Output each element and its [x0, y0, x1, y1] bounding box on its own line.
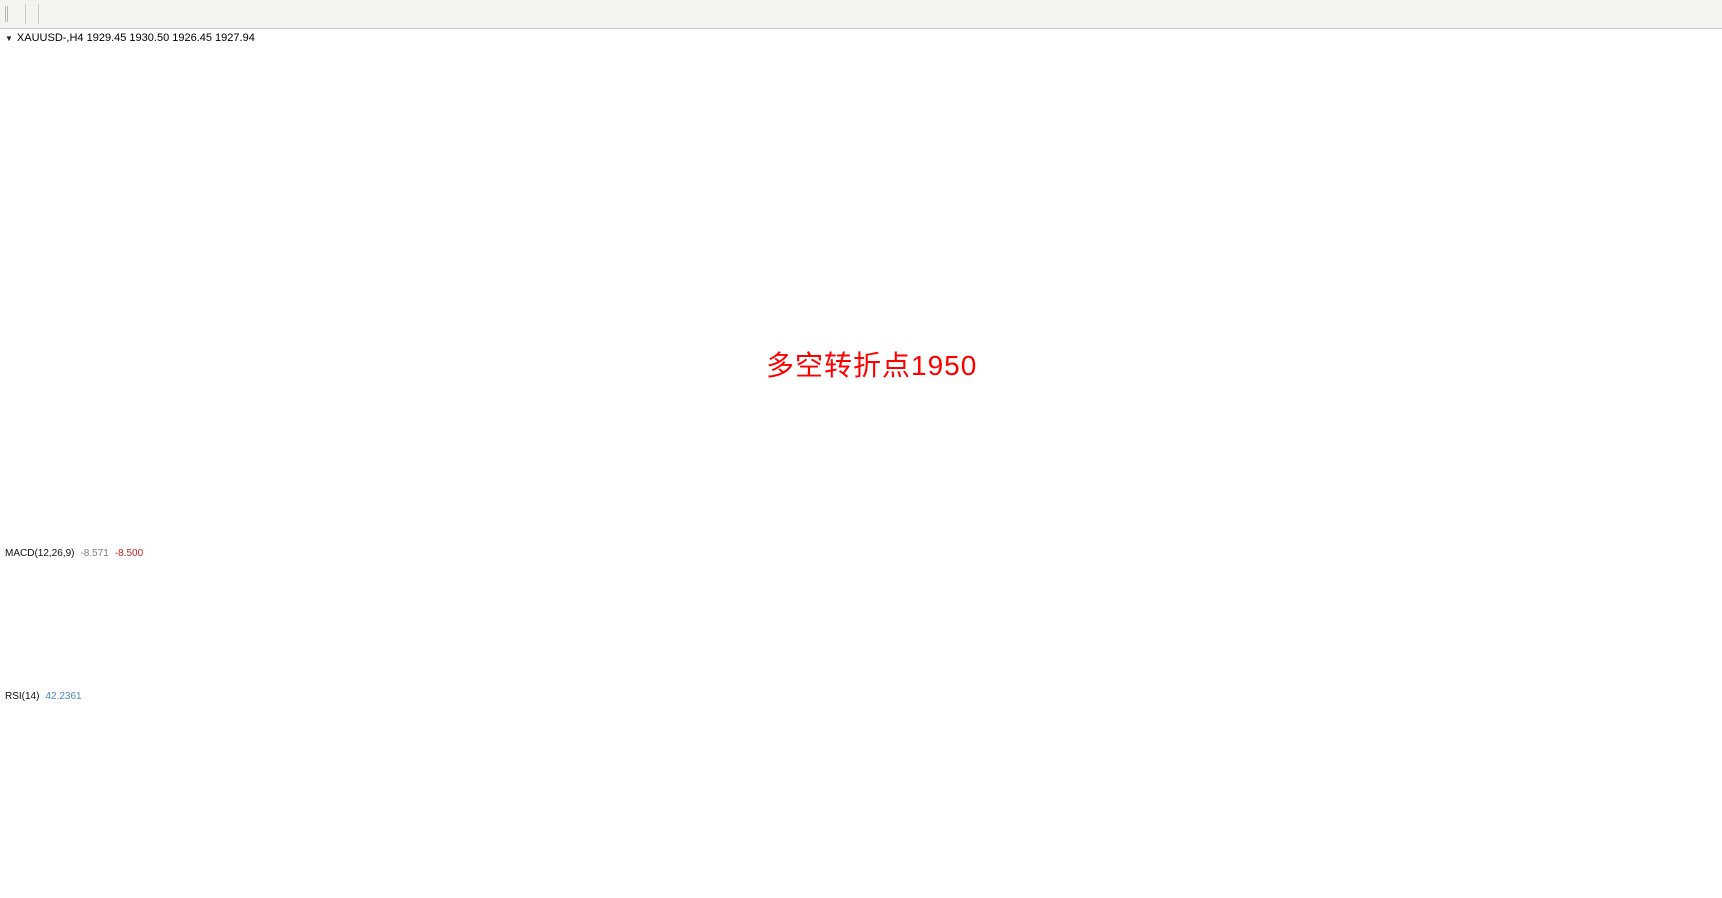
rsi-name: RSI(14) [5, 691, 40, 702]
macd-name: MACD(12,26,9) [5, 548, 75, 559]
rsi-indicator-label: RSI(14) 42.2361 [5, 691, 82, 702]
chart-annotation-text[interactable]: 多空转折点1950 [766, 350, 978, 381]
collapse-arrow-icon[interactable]: ▼ [5, 34, 13, 43]
symbol-ohlc-header: ▼ XAUUSD-,H4 1929.45 1930.50 1926.45 1927… [5, 32, 255, 44]
symbol-ohlc-text: XAUUSD-,H4 1929.45 1930.50 1926.45 1927.… [16, 32, 255, 44]
toolbar-separator-2 [38, 4, 39, 24]
toolbar [0, 0, 1722, 29]
rsi-current-value: 42.2361 [45, 691, 82, 702]
toolbar-grip[interactable] [5, 6, 13, 22]
macd-signal-value: -8.500 [114, 548, 144, 559]
macd-main-value: -8.571 [80, 548, 109, 559]
toolbar-separator [25, 4, 26, 24]
macd-indicator-label: MACD(12,26,9) -8.571 -8.500 [5, 548, 143, 559]
